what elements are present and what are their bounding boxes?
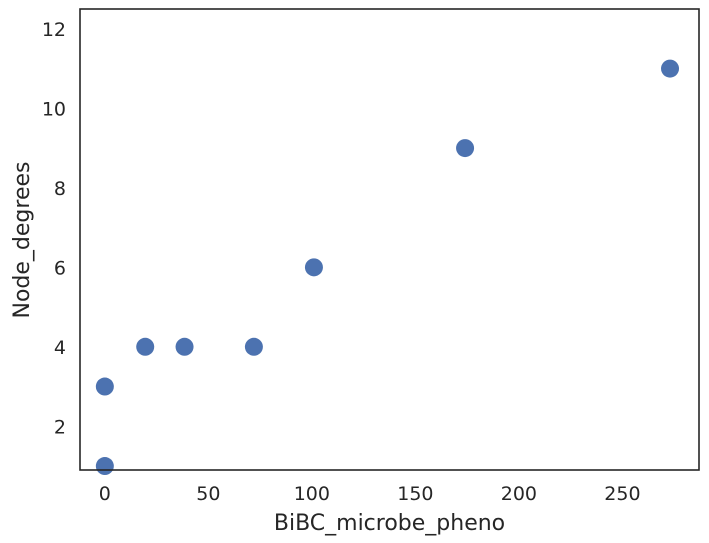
x-tick-label: 100 [294, 483, 330, 505]
data-points [95, 59, 680, 476]
x-tick-label: 50 [196, 483, 220, 505]
y-tick-label: 8 [54, 178, 66, 200]
y-axis-label: Node_degrees [10, 162, 35, 319]
y-tick-label: 4 [54, 337, 66, 359]
x-tick-label: 150 [397, 483, 433, 505]
scatter-point [661, 59, 680, 78]
scatter-point [244, 337, 263, 356]
scatter-point [175, 337, 194, 356]
scatter-point [456, 139, 475, 158]
x-axis-ticks: 0 50 100 150 200 250 [99, 483, 641, 505]
x-axis-label: BiBC_microbe_pheno [274, 511, 505, 536]
y-tick-label: 12 [42, 19, 66, 41]
y-tick-label: 2 [54, 416, 66, 438]
x-tick-label: 200 [501, 483, 537, 505]
scatter-point [136, 337, 155, 356]
x-tick-label: 250 [604, 483, 640, 505]
scatter-point [95, 377, 114, 396]
x-tick-label: 0 [99, 483, 111, 505]
scatter-point [304, 258, 323, 277]
y-axis-ticks: 2 4 6 8 10 12 [42, 19, 66, 438]
y-tick-label: 10 [42, 98, 66, 120]
scatter-point [95, 457, 114, 476]
y-tick-label: 6 [54, 257, 66, 279]
plot-frame [79, 8, 700, 471]
